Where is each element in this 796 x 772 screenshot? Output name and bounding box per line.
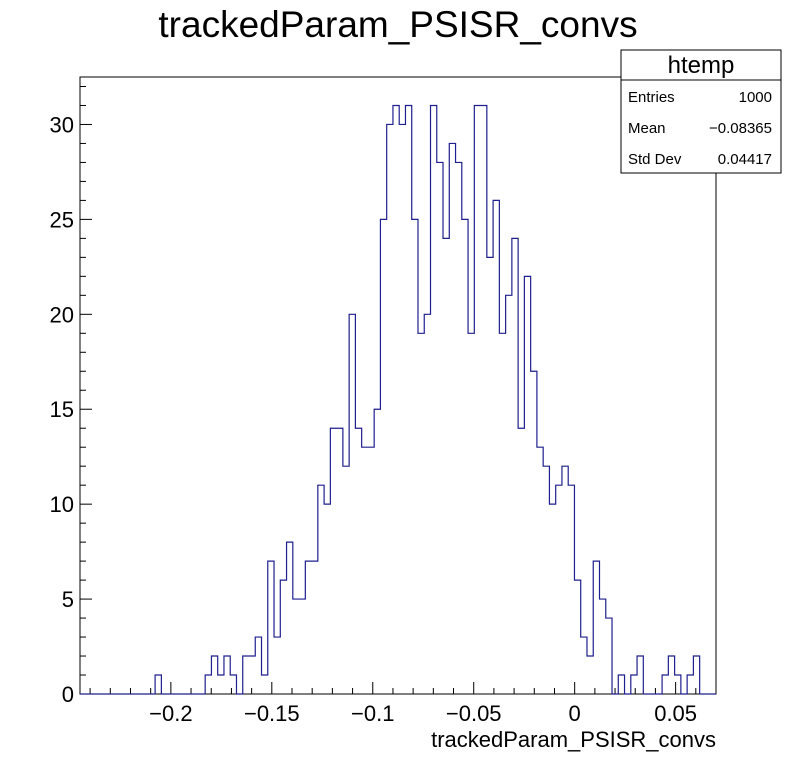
y-tick-label: 25 — [50, 207, 74, 232]
x-axis-label: trackedParam_PSISR_convs — [431, 727, 716, 752]
stats-mean-value: −0.08365 — [709, 120, 772, 137]
y-tick-label: 0 — [62, 682, 74, 707]
x-axis: −0.2 −0.15 −0.1 −0.05 0 0.05 — [89, 682, 717, 726]
y-tick-label: 30 — [50, 112, 74, 137]
plot-frame — [79, 76, 717, 695]
chart-title: trackedParam_PSISR_convs — [158, 4, 637, 45]
y-tick-label: 10 — [50, 492, 74, 517]
stats-mean-label: Mean — [628, 120, 666, 137]
y-axis: 0 5 10 15 20 25 30 — [50, 85, 92, 707]
y-tick-label: 15 — [50, 397, 74, 422]
stats-box-title: htemp — [668, 52, 735, 79]
x-tick-label: 0 — [569, 701, 581, 726]
stats-stddev-value: 0.04417 — [718, 151, 772, 168]
y-tick-label: 20 — [50, 302, 74, 327]
stats-entries-label: Entries — [628, 89, 675, 106]
y-tick-label: 5 — [62, 587, 74, 612]
x-tick-label: −0.15 — [244, 701, 300, 726]
histogram-series — [80, 104, 716, 695]
stats-box-frame — [620, 49, 782, 174]
stats-entries-value: 1000 — [739, 89, 772, 106]
stats-stddev-label: Std Dev — [628, 151, 682, 168]
x-tick-label: −0.2 — [149, 701, 192, 726]
plot-frame-rect — [79, 76, 717, 695]
x-tick-label: 0.05 — [654, 701, 697, 726]
stats-box: htemp Entries 1000 Mean −0.08365 Std Dev… — [620, 49, 782, 174]
x-tick-label: −0.1 — [351, 701, 394, 726]
x-tick-label: −0.05 — [446, 701, 502, 726]
